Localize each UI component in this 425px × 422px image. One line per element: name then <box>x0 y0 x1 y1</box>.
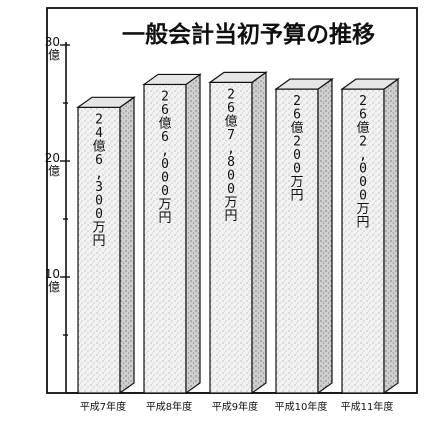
bar <box>208 71 268 395</box>
value-label: 2 6 億 2, 0 0 0 万円 <box>356 94 369 231</box>
bar-side <box>251 71 267 395</box>
bar-side <box>185 73 201 395</box>
bar-top <box>142 73 202 86</box>
x-tick-label: 平成11年度 <box>341 400 394 413</box>
bar-top <box>208 71 268 83</box>
value-label: 2 6 億 7, 8 0 0 万円 <box>224 87 237 224</box>
y-tick-label: 20 億 <box>45 151 60 178</box>
bar <box>76 96 136 395</box>
bar-top <box>340 78 400 90</box>
x-tick-label: 平成7年度 <box>80 400 126 413</box>
value-labels: 2 4 億 6, 3 0 0 万円 2 6 億 6, 0 0 0 万円 2 6 億 7, 8 0 0 万円 2 6 億 2 0 0 万円 2 6… <box>92 87 369 248</box>
bar-side <box>119 96 135 395</box>
category-labels: 平成7年度 平成8年度 平成9年度 平成10年度 平成11年度 <box>80 400 394 413</box>
bar <box>340 77 400 395</box>
bar-face <box>209 81 253 394</box>
y-tick-label: 30 億 <box>45 35 60 62</box>
x-tick-label: 平成9年度 <box>212 400 258 413</box>
value-label: 2 6 億 6, 0 0 0 万円 <box>158 89 171 226</box>
bar-face <box>275 88 319 394</box>
bar-top <box>274 78 334 90</box>
bar-face <box>341 88 385 394</box>
bar-side <box>383 77 399 395</box>
y-tick-label: 10 億 <box>45 267 60 294</box>
bars <box>76 71 400 395</box>
bar-side <box>317 77 333 395</box>
bar-face <box>143 83 187 394</box>
value-label: 2 6 億 2 0 0 万円 <box>290 94 303 204</box>
bar <box>274 77 334 395</box>
x-tick-label: 平成10年度 <box>275 400 328 413</box>
bar <box>142 73 202 395</box>
x-tick-label: 平成8年度 <box>146 400 192 413</box>
chart-title: 一般会計当初予算の推移 <box>122 21 375 48</box>
value-label: 2 4 億 6, 3 0 0 万円 <box>92 112 105 249</box>
bar-top <box>76 96 136 108</box>
